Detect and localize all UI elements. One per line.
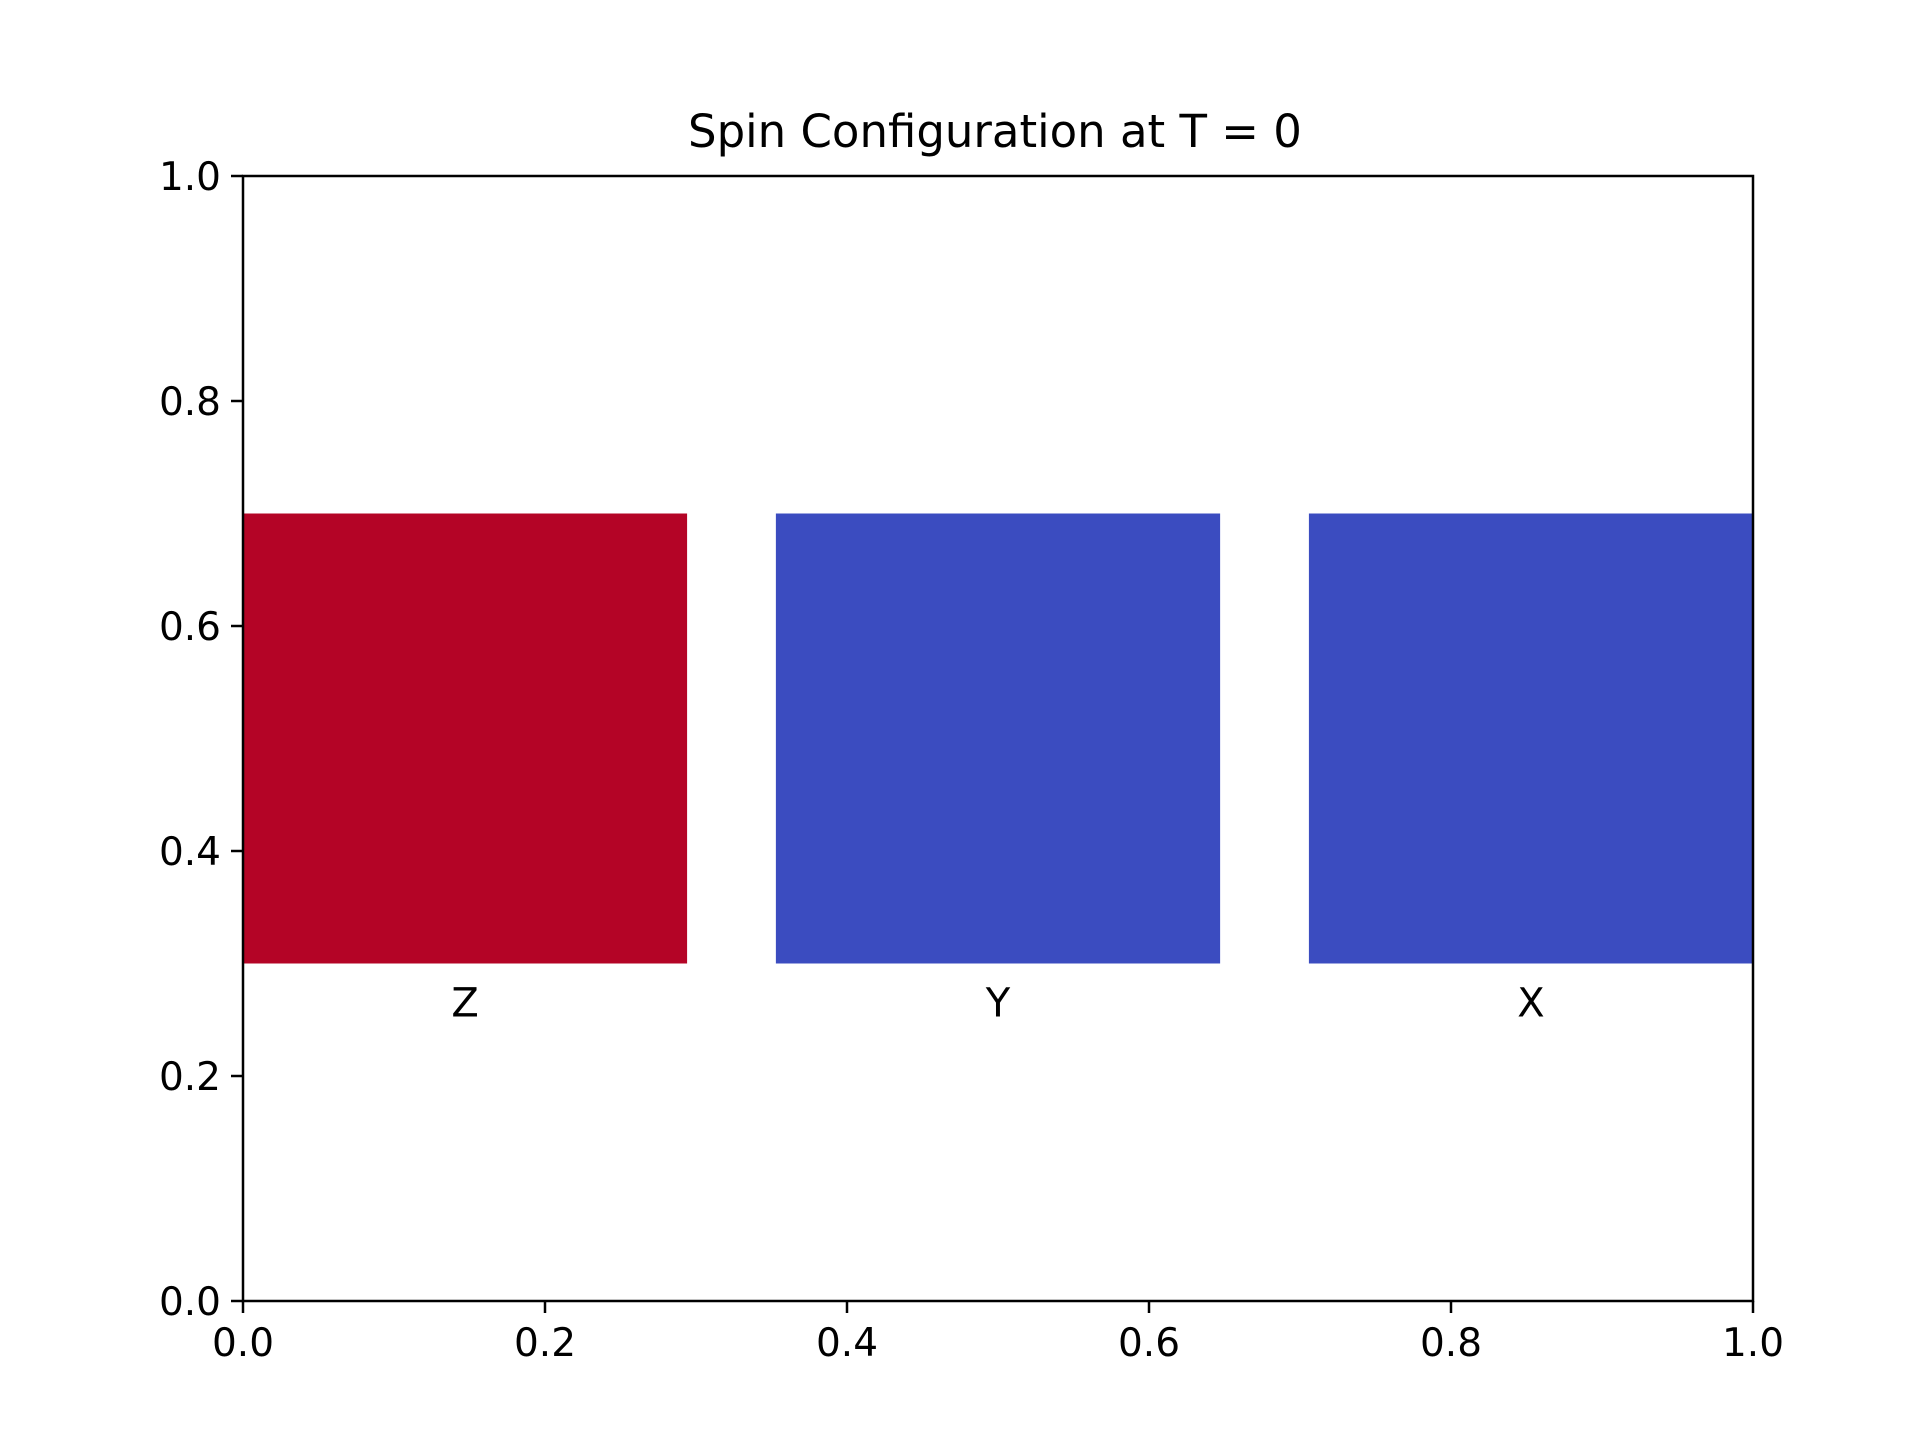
spin-cell-label-y: Y bbox=[985, 981, 1011, 1027]
y-tick-label: 0.4 bbox=[159, 830, 221, 875]
plot-frame bbox=[241, 174, 1755, 1303]
spin-cell-label-x: X bbox=[1517, 981, 1544, 1027]
spin-cells bbox=[243, 513, 1753, 964]
chart-title: Spin Configuration at T = 0 bbox=[688, 105, 1302, 158]
x-tick-label: 1.0 bbox=[1722, 1321, 1784, 1366]
x-tick-label: 0.6 bbox=[1118, 1321, 1180, 1366]
y-tick-label: 0.0 bbox=[159, 1280, 221, 1325]
spin-cell-x bbox=[1308, 513, 1753, 964]
y-tick-label: 0.8 bbox=[159, 380, 221, 425]
x-tick-label: 0.0 bbox=[212, 1321, 274, 1366]
spin-cell-z bbox=[243, 513, 688, 964]
x-tick-label: 0.8 bbox=[1420, 1321, 1482, 1366]
y-axis: 0.0 0.2 0.4 0.6 0.8 1.0 bbox=[159, 155, 243, 1325]
x-axis: 0.0 0.2 0.4 0.6 0.8 1.0 bbox=[212, 1301, 1784, 1366]
y-tick-label: 1.0 bbox=[159, 155, 221, 200]
x-tick-label: 0.4 bbox=[816, 1321, 878, 1366]
spin-cell-label-z: Z bbox=[451, 981, 478, 1027]
y-tick-label: 0.2 bbox=[159, 1055, 221, 1100]
x-tick-label: 0.2 bbox=[514, 1321, 576, 1366]
y-tick-label: 0.6 bbox=[159, 605, 221, 650]
spin-cell-y bbox=[775, 513, 1221, 964]
